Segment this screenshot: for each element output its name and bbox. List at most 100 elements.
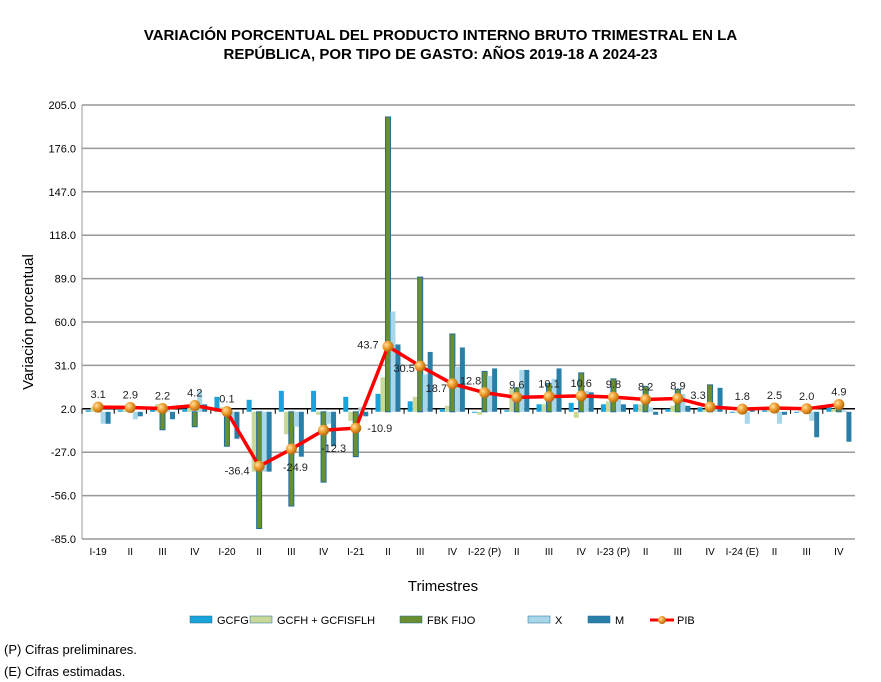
bar-x bbox=[776, 411, 782, 424]
bar-m bbox=[105, 411, 111, 424]
x-tick-label: I-23 (P) bbox=[597, 547, 630, 558]
bar-gcfh-gcfisflh bbox=[348, 411, 354, 421]
bar-gcfg bbox=[214, 396, 220, 412]
pib-data-label: 9.8 bbox=[606, 379, 621, 391]
y-tick-label: -27.0 bbox=[51, 447, 76, 459]
legend-label: GCFH + GCFISFLH bbox=[277, 615, 375, 627]
y-tick-label: 89.0 bbox=[55, 274, 76, 286]
bar-fbk-fijo bbox=[417, 276, 424, 413]
bar-gcfh-gcfisflh bbox=[444, 405, 450, 412]
x-tick-label: III bbox=[416, 547, 424, 558]
x-axis-title: Trimestres bbox=[408, 578, 478, 595]
bar-gcfg bbox=[85, 410, 91, 412]
bar-m bbox=[717, 387, 723, 412]
bar-gcfg bbox=[278, 390, 284, 412]
pib-data-label: 4.2 bbox=[187, 388, 202, 400]
legend-swatch bbox=[399, 615, 423, 624]
x-tick-label: III bbox=[545, 547, 553, 558]
pib-point bbox=[124, 401, 136, 413]
x-tick-label: IV bbox=[448, 547, 458, 558]
bar-m bbox=[620, 404, 626, 412]
pib-point bbox=[511, 391, 523, 403]
bar-x bbox=[358, 407, 364, 412]
pib-data-label: 10.1 bbox=[538, 379, 559, 391]
pib-data-label: 30.5 bbox=[393, 363, 414, 375]
bar-gcfg bbox=[311, 390, 317, 412]
bar-gcfh-gcfisflh bbox=[251, 411, 257, 472]
x-tick-label: III bbox=[803, 547, 811, 558]
bar-gcfg bbox=[536, 404, 542, 412]
x-tick-label: I-24 (E) bbox=[726, 547, 759, 558]
bar-x bbox=[197, 390, 203, 412]
pib-data-label: 3.1 bbox=[90, 389, 105, 401]
bar-x bbox=[712, 408, 718, 412]
bar-x bbox=[680, 393, 686, 412]
bar-gcfg bbox=[375, 393, 381, 412]
pib-point bbox=[801, 403, 813, 415]
x-tick-label: III bbox=[158, 547, 166, 558]
y-tick-label: 118.0 bbox=[49, 230, 76, 242]
bar-gcfg bbox=[761, 410, 767, 412]
x-tick-label: IV bbox=[577, 547, 587, 558]
pib-data-label: 4.9 bbox=[831, 386, 846, 398]
pib-data-label: -36.4 bbox=[225, 465, 250, 477]
pib-point bbox=[318, 424, 330, 436]
x-tick-label: II bbox=[256, 547, 262, 558]
bar-x bbox=[841, 410, 847, 412]
bar-gcfh-gcfisflh bbox=[573, 411, 579, 418]
y-tick-label: 31.0 bbox=[55, 360, 76, 372]
bar-x bbox=[583, 390, 589, 412]
x-tick-label: III bbox=[674, 547, 682, 558]
pib-point bbox=[640, 394, 652, 406]
y-axis-title: Variación porcentual bbox=[20, 254, 37, 390]
chart-title: VARIACIÓN PORCENTUAL DEL PRODUCTO INTERN… bbox=[0, 26, 881, 64]
bar-x bbox=[229, 411, 235, 420]
legend-swatch bbox=[587, 615, 611, 624]
legend-label: M bbox=[615, 615, 624, 627]
y-tick-label: -56.0 bbox=[51, 491, 76, 503]
bar-gcfg bbox=[600, 404, 606, 412]
pib-point bbox=[382, 340, 394, 352]
pib-data-label: 1.8 bbox=[735, 391, 750, 403]
pib-data-label: 10.6 bbox=[571, 378, 592, 390]
pib-point bbox=[833, 398, 845, 410]
bar-fbk-fijo bbox=[320, 411, 327, 483]
bar-m bbox=[781, 411, 787, 415]
bar-gcfh-gcfisflh bbox=[734, 411, 740, 413]
x-tick-label: I-20 bbox=[218, 547, 236, 558]
bar-m bbox=[266, 411, 272, 472]
bar-gcfh-gcfisflh bbox=[90, 407, 96, 412]
pib-point bbox=[414, 360, 426, 372]
y-tick-label: 176.0 bbox=[48, 143, 76, 155]
bar-gcfh-gcfisflh bbox=[638, 404, 644, 412]
bar-gcfh-gcfisflh bbox=[477, 411, 483, 415]
legend-swatch bbox=[527, 615, 551, 624]
pib-point bbox=[446, 378, 458, 390]
bar-gcfg bbox=[729, 411, 735, 413]
bar-gcfg bbox=[665, 408, 671, 412]
bar-gcfh-gcfisflh bbox=[283, 411, 289, 435]
pib-point bbox=[350, 422, 362, 434]
pib-point bbox=[575, 390, 587, 402]
bar-x bbox=[615, 399, 621, 412]
bar-gcfh-gcfisflh bbox=[605, 401, 611, 412]
bar-gcfh-gcfisflh bbox=[670, 405, 676, 412]
pib-point bbox=[736, 403, 748, 415]
x-tick-label: IV bbox=[319, 547, 329, 558]
pib-line bbox=[98, 343, 840, 469]
x-tick-label: II bbox=[643, 547, 649, 558]
bar-x bbox=[132, 411, 138, 420]
x-tick-label: II bbox=[772, 547, 778, 558]
bar-gcfg bbox=[697, 407, 703, 412]
bar-gcfg bbox=[343, 396, 349, 412]
y-tick-label: 147.0 bbox=[48, 187, 76, 199]
x-tick-label: II bbox=[128, 547, 134, 558]
bar-m bbox=[556, 368, 562, 412]
footnote-estimated: (E) Cifras estimadas. bbox=[4, 664, 126, 679]
pib-data-label: 0.1 bbox=[219, 394, 234, 406]
pib-data-label: 3.3 bbox=[690, 390, 705, 402]
bar-m bbox=[653, 411, 659, 415]
legend-label: PIB bbox=[677, 615, 695, 627]
x-tick-label: I-19 bbox=[89, 547, 107, 558]
